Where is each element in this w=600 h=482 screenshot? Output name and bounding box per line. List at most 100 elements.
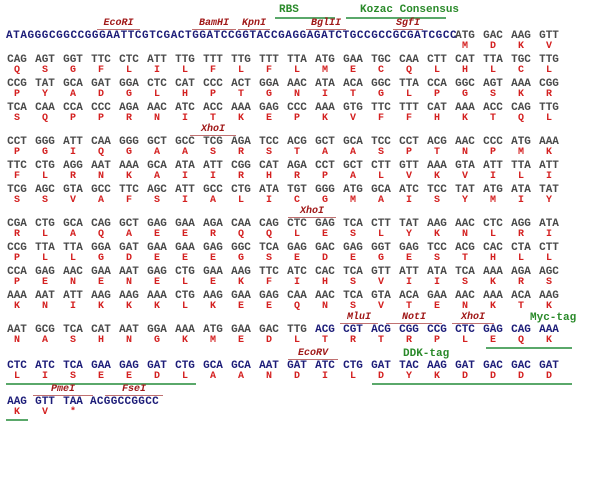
codon-bases: CTC — [147, 78, 167, 90]
amino-acid: R — [209, 229, 216, 240]
rbs-label: RBS — [279, 4, 299, 16]
codon-bases: ATG — [203, 324, 223, 336]
codon-bases: ACA — [399, 290, 419, 302]
amino-acid: F — [13, 171, 20, 182]
codon: TCA S — [258, 243, 280, 264]
codon-bases: AAA — [455, 102, 475, 114]
codon-bases: ATT — [63, 136, 83, 148]
amino-acid: P — [13, 253, 20, 264]
amino-acid: A — [349, 171, 356, 182]
codon-bases: TGT — [287, 184, 307, 196]
codon-bases: CTC — [7, 360, 27, 372]
sequence-row: CGA R CTG L GCA A CAG Q GCT A GAG E GAA E AGA R CAA Q CAG Q… — [0, 219, 600, 240]
codon-bases: CGG — [399, 324, 419, 336]
amino-acid: I — [321, 89, 328, 100]
codon-bases: CGT — [343, 324, 363, 336]
codon-bases: CCC — [91, 102, 111, 114]
codon-bases: GTT — [539, 30, 559, 42]
amino-acid: S — [13, 113, 20, 124]
sequence-row: ATAGGGCGGCCGGGAATTCGTCGACTGGATCCGGTACCGA… — [0, 31, 600, 52]
codon-bases: GAG — [259, 102, 279, 114]
amino-acid: F — [125, 195, 132, 206]
codon-bases: ACA — [343, 78, 363, 90]
codon-bases: TTA — [63, 242, 83, 254]
codon-bases: GGA — [119, 78, 139, 90]
codon: AAA K — [314, 103, 336, 124]
amino-acid: L — [69, 253, 76, 264]
amino-acid: K — [13, 301, 20, 312]
codon-bases: GGC — [455, 78, 475, 90]
codon-bases: ATA — [175, 160, 195, 172]
codon: TAC Y — [398, 361, 420, 382]
amino-acid: T — [517, 301, 524, 312]
codon: TTC F — [370, 103, 392, 124]
codon: GCA A — [342, 137, 364, 158]
codon-bases: AAT — [35, 290, 55, 302]
amino-acid: K — [489, 277, 496, 288]
amino-acid: Q — [97, 229, 104, 240]
codon: ATT I — [174, 185, 196, 206]
codon-bases: ATA — [511, 184, 531, 196]
codon: GAG E — [146, 219, 168, 240]
amino-acid: L — [41, 253, 48, 264]
codon-bases: TAC — [399, 360, 419, 372]
codon: CTC L — [454, 325, 476, 346]
codon: AGG R — [510, 219, 532, 240]
amino-acid: R — [237, 147, 244, 158]
codon-bases: CTG — [35, 218, 55, 230]
codon: TTG L — [538, 55, 560, 76]
amino-acid: S — [461, 277, 468, 288]
codon-bases: AAG — [231, 266, 251, 278]
amino-acid: L — [181, 301, 188, 312]
codon-bases: GAG — [119, 360, 139, 372]
codon-bases: TTG — [539, 102, 559, 114]
codon-bases: CAT — [427, 102, 447, 114]
codon-bases: TTT — [399, 102, 419, 114]
amino-acid: G — [125, 147, 132, 158]
codon: CGG R — [230, 161, 252, 182]
codon: CTG L — [342, 361, 364, 382]
amino-acid: L — [405, 89, 412, 100]
codon-bases: GAG — [147, 218, 167, 230]
amino-acid: P — [97, 113, 104, 124]
amino-acid: I — [545, 171, 552, 182]
codon: AAA K — [230, 103, 252, 124]
codon-bases: AAG — [7, 396, 27, 408]
codon: AAA K — [454, 103, 476, 124]
codon: GGT G — [370, 243, 392, 264]
amino-acid: M — [461, 41, 468, 52]
site-sgfi: SgfI — [393, 19, 423, 30]
amino-acid: E — [237, 301, 244, 312]
codon-bases: GGC — [371, 78, 391, 90]
codon: ATA I — [510, 185, 532, 206]
codon: CTT L — [426, 55, 448, 76]
codon-bases: AAC — [455, 136, 475, 148]
amino-acid: L — [293, 335, 300, 346]
amino-acid: L — [293, 65, 300, 76]
codon-bases: AGA — [287, 160, 307, 172]
codon-bases: AAT — [119, 266, 139, 278]
codon: CCG P — [6, 79, 28, 100]
amino-acid: V — [377, 301, 384, 312]
codon-bases: GAA — [231, 324, 251, 336]
amino-acid: T — [321, 335, 328, 346]
codon: GAT D — [370, 361, 392, 382]
codon-bases: TTG — [539, 54, 559, 66]
codon-bases: TCG — [7, 184, 27, 196]
codon-bases: CAA — [399, 54, 419, 66]
sequence-row: AAA K AAT N ATT I AAG K AAG K AAA K CTG L AAG K GAA E GAG E… — [0, 291, 600, 312]
codon: TTC F — [258, 267, 280, 288]
amino-acid: A — [125, 229, 132, 240]
codon-bases: CAA — [231, 218, 251, 230]
codon-bases: CTG — [175, 266, 195, 278]
codon-bases: CTA — [511, 242, 531, 254]
amino-acid: G — [153, 335, 160, 346]
codon: AAT N — [258, 361, 280, 382]
codon-bases: GCA — [63, 218, 83, 230]
amino-acid: E — [237, 335, 244, 346]
amino-acid: L — [517, 253, 524, 264]
codon: TTA L — [62, 243, 84, 264]
codon: CTG L — [34, 161, 56, 182]
codon: TTC F — [6, 161, 28, 182]
codon: TCA S — [454, 267, 476, 288]
